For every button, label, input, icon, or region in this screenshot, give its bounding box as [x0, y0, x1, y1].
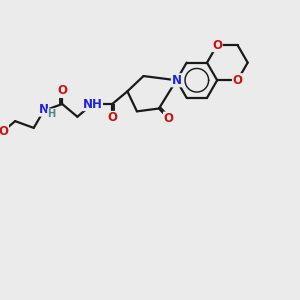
Text: O: O	[57, 84, 67, 98]
Text: O: O	[232, 74, 242, 87]
Text: N: N	[172, 74, 182, 87]
Text: N: N	[39, 103, 49, 116]
Text: NH: NH	[82, 98, 102, 110]
Text: O: O	[0, 125, 8, 138]
Text: H: H	[47, 109, 56, 119]
Text: O: O	[164, 112, 174, 125]
Text: O: O	[212, 38, 222, 52]
Text: O: O	[107, 112, 117, 124]
